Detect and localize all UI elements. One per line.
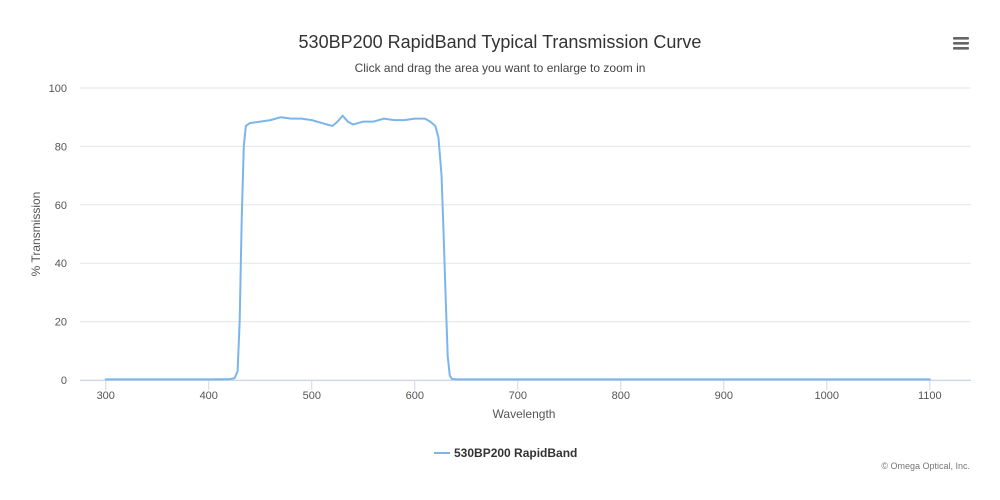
x-tick-label: 400 [200, 390, 218, 402]
x-tick-label: 1100 [918, 390, 942, 402]
x-tick-label: 900 [715, 390, 733, 402]
x-tick-label: 500 [303, 390, 321, 402]
x-axis-title: Wavelength [493, 407, 556, 421]
x-tick-labels: 300 400 500 600 700 800 900 1000 1100 [97, 390, 942, 402]
x-tick-label: 300 [97, 390, 115, 402]
chart-subtitle: Click and drag the area you want to enla… [355, 61, 646, 75]
chart-title: 530BP200 RapidBand Typical Transmission … [299, 32, 702, 52]
credits-text[interactable]: © Omega Optical, Inc. [881, 461, 970, 471]
x-axis [80, 380, 971, 390]
x-tick-label: 800 [612, 390, 630, 402]
y-tick-label: 40 [55, 258, 67, 270]
y-gridlines [80, 87, 971, 381]
legend-item[interactable]: 530BP200 RapidBand [434, 446, 577, 460]
y-tick-label: 60 [55, 200, 67, 212]
series-group [104, 114, 931, 381]
y-tick-label: 20 [55, 317, 67, 329]
series-line[interactable] [104, 114, 931, 381]
y-axis-title: % Transmission [29, 192, 43, 277]
x-tick-label: 600 [406, 390, 424, 402]
y-tick-label: 0 [61, 375, 67, 387]
y-tick-label: 100 [49, 83, 67, 95]
y-axis: 0 20 40 60 80 100 [49, 83, 67, 387]
legend-label: 530BP200 RapidBand [454, 446, 577, 460]
x-tick-label: 1000 [815, 390, 839, 402]
hamburger-icon[interactable] [949, 33, 971, 53]
x-tick-label: 700 [509, 390, 527, 402]
y-tick-label: 80 [55, 141, 67, 153]
